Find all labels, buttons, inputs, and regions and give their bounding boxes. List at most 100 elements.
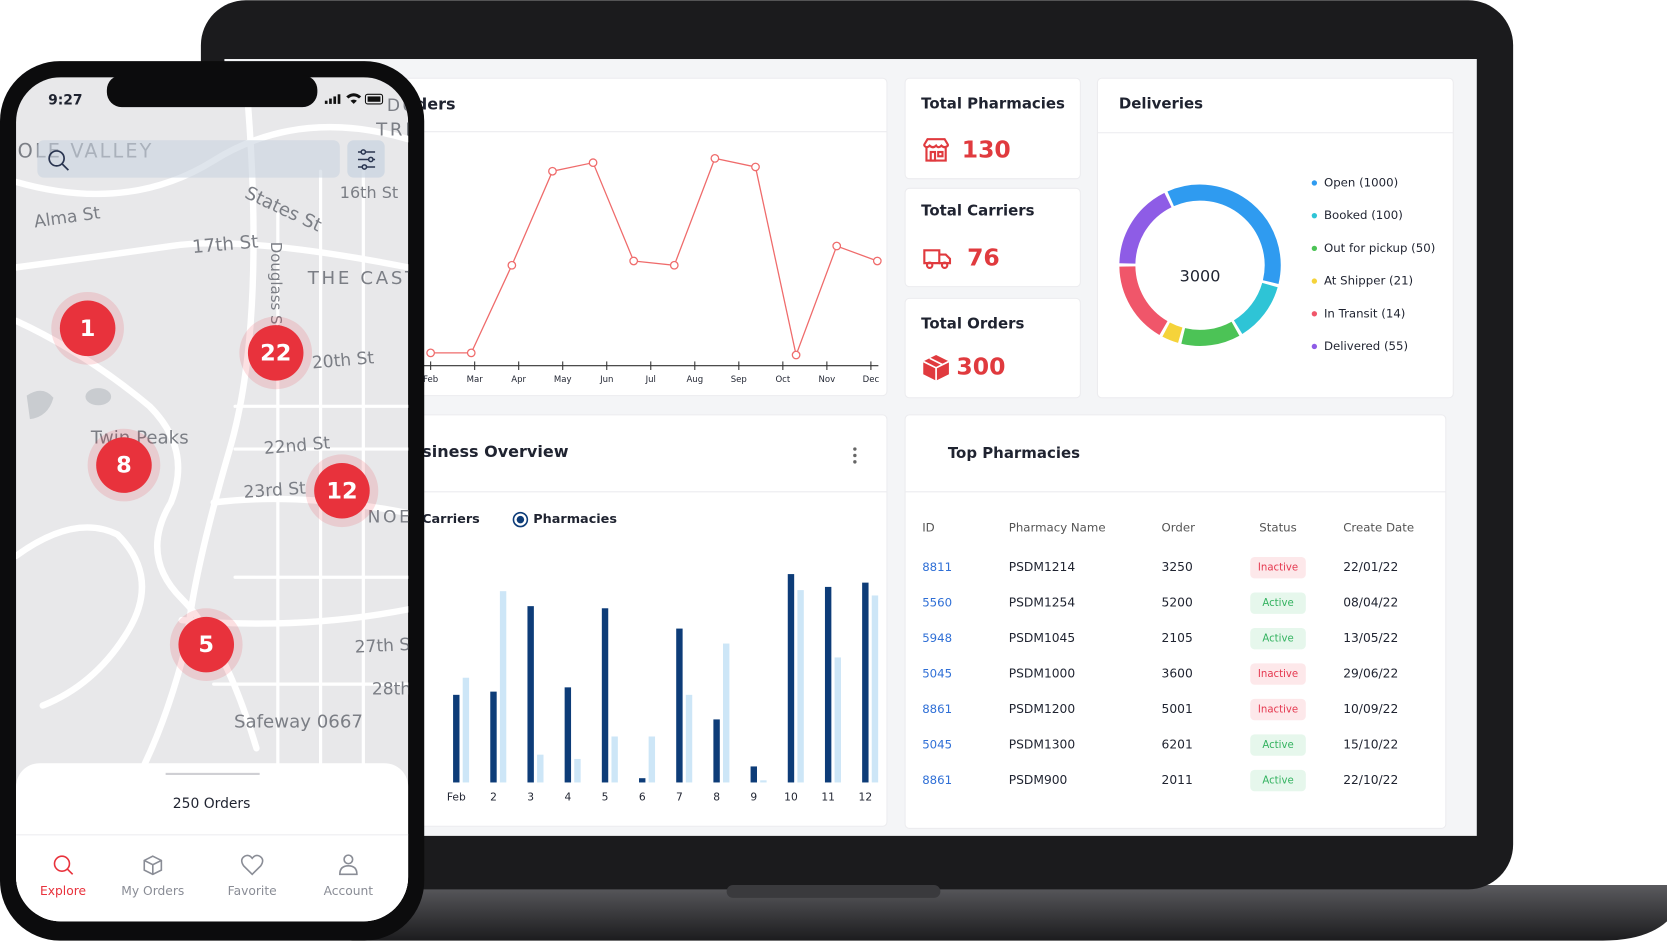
x-tick-label: Nov — [819, 375, 836, 385]
bar-chart: Feb 2 3 4 5 6 7 8 9 10 11 12 — [447, 574, 879, 803]
x-tick-label: Aug — [686, 375, 703, 385]
stat-value: 300 — [956, 352, 1005, 380]
line-point — [832, 241, 842, 251]
line-point — [791, 350, 801, 360]
nav-label[interactable]: Explore — [40, 884, 86, 898]
x-tick-label: 11 — [821, 790, 835, 803]
cluster-marker[interactable] — [96, 437, 152, 493]
column-header: ID — [922, 521, 935, 535]
map-label: 28th St — [372, 679, 435, 699]
legend-dot — [1311, 343, 1318, 350]
orders-plot: Feb Mar Apr May Jun Jul Aug Sep Oct Nov Dec — [422, 154, 882, 385]
legend-dot — [1311, 180, 1318, 186]
status-pill — [1250, 556, 1306, 579]
x-tick-label: Oct — [775, 375, 790, 385]
cluster-marker[interactable] — [247, 325, 304, 381]
x-tick-label: 8 — [713, 790, 720, 803]
id-link[interactable]: 8861 — [922, 773, 952, 787]
x-tick-label: Jun — [599, 375, 613, 385]
id-link[interactable]: 8861 — [922, 702, 952, 716]
x-tick-label: 12 — [859, 790, 873, 803]
pharmacy-table: ID Pharmacy Name Order Status Create Date 881… — [922, 521, 1414, 792]
status-label: Inactive — [1258, 705, 1298, 716]
nav-label[interactable]: Favorite — [228, 884, 277, 898]
bar — [787, 574, 795, 783]
bar — [676, 628, 683, 783]
status-label: Active — [1262, 634, 1293, 645]
table-cell: PSDM1000 — [1009, 667, 1075, 681]
radio-selected[interactable] — [512, 511, 529, 528]
donut-segment — [1119, 192, 1172, 264]
cluster-marker[interactable] — [59, 300, 116, 357]
id-link[interactable]: 5560 — [922, 596, 952, 610]
map-water — [85, 388, 112, 406]
line-point — [629, 256, 639, 266]
table-cell: PSDM1214 — [1009, 560, 1076, 574]
x-tick-label: Apr — [511, 375, 526, 385]
sheet-title: 250 Orders — [173, 796, 251, 812]
card-title: Top Pharmacies — [948, 444, 1080, 462]
cluster-marker[interactable] — [314, 462, 370, 519]
table-cell: 22/10/22 — [1343, 773, 1398, 787]
table-cell: 22/01/22 — [1343, 560, 1398, 574]
laptop-notch — [726, 885, 941, 898]
map-label: Douglass St — [267, 242, 285, 331]
x-tick-label: Dec — [863, 375, 880, 385]
map-label: NOE VALLEY — [368, 507, 500, 527]
id-link[interactable]: 8811 — [922, 560, 952, 574]
x-tick-label: Feb — [447, 790, 466, 803]
nav-label[interactable]: Account — [324, 884, 374, 898]
stat-card — [904, 77, 1081, 180]
line-point — [466, 348, 476, 358]
radio-label[interactable]: Pharmacies — [533, 512, 617, 527]
table-cell: 2011 — [1162, 773, 1193, 787]
map-label: 16th St — [340, 183, 398, 202]
legend-dot — [1311, 245, 1318, 252]
x-tick-label: 7 — [676, 790, 683, 803]
donut-segment — [1119, 266, 1168, 335]
search-bar[interactable] — [37, 140, 340, 178]
line-series — [430, 157, 878, 358]
legend-dot — [1311, 311, 1318, 317]
nav-icons — [53, 854, 358, 876]
box-icon — [922, 355, 950, 381]
line-point — [548, 166, 557, 176]
id-link[interactable]: 5045 — [922, 667, 952, 681]
more-menu[interactable] — [853, 447, 857, 464]
bar — [797, 590, 804, 783]
radio-dot — [516, 515, 525, 524]
table-cell: 08/04/22 — [1343, 596, 1398, 610]
card-title: Business Overview — [399, 442, 569, 461]
card-title: Deliveries — [1119, 94, 1203, 112]
legend-dot — [1311, 213, 1318, 219]
table-cell: 10/09/22 — [1343, 702, 1398, 716]
legend-label: Open (1000) — [1324, 175, 1398, 189]
stat-value: 130 — [962, 135, 1011, 163]
line-point — [669, 260, 679, 270]
nav-label[interactable]: My Orders — [121, 884, 184, 898]
status-time: 9:27 — [48, 93, 83, 109]
map-label: TRIANGLE — [375, 120, 488, 141]
bar — [499, 591, 507, 783]
legend-dot — [1311, 278, 1318, 284]
phone-notch — [106, 75, 318, 108]
map-label: DUBOCE — [387, 96, 473, 116]
table-cell: PSDM1200 — [1009, 702, 1075, 716]
radio-label[interactable]: Carriers — [422, 512, 480, 527]
line-point — [426, 348, 436, 358]
x-tick-label: Feb — [423, 375, 438, 385]
status-pill — [1250, 592, 1306, 614]
column-header: Status — [1259, 521, 1296, 535]
table-cell: PSDM900 — [1009, 773, 1068, 787]
x-tick-label: 2 — [490, 790, 497, 803]
cluster-marker[interactable] — [178, 616, 235, 673]
status-pill — [1250, 734, 1306, 756]
legend-label: Delivered (55) — [1324, 339, 1408, 353]
map-label: Safeway 0667 — [234, 712, 363, 733]
id-link[interactable]: 5948 — [922, 631, 952, 645]
id-link[interactable]: 5045 — [922, 738, 952, 752]
line-point — [588, 158, 598, 168]
map-label: THE CASTRO — [307, 268, 451, 289]
table-cell: 3600 — [1162, 667, 1193, 681]
